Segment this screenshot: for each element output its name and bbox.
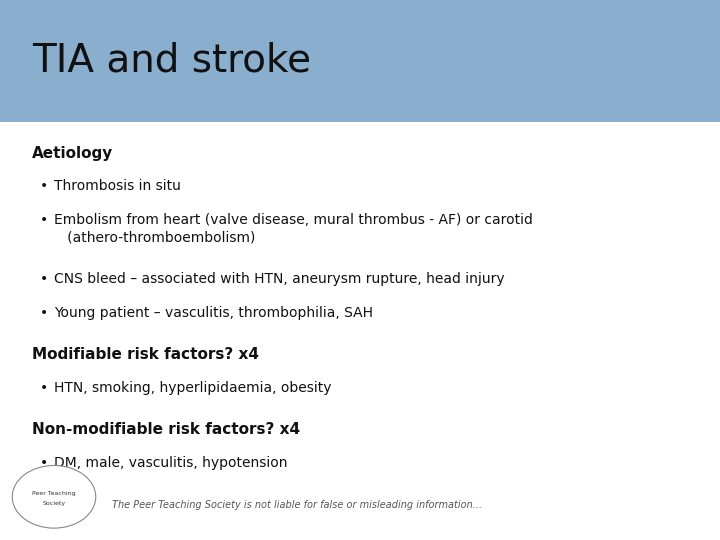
Text: •: •	[40, 179, 48, 193]
Text: •: •	[40, 381, 48, 395]
Text: The Peer Teaching Society is not liable for false or misleading information...: The Peer Teaching Society is not liable …	[112, 500, 482, 510]
Text: Modifiable risk factors? x4: Modifiable risk factors? x4	[32, 347, 259, 362]
Text: Thrombosis in situ: Thrombosis in situ	[54, 179, 181, 193]
Text: Young patient – vasculitis, thrombophilia, SAH: Young patient – vasculitis, thrombophili…	[54, 306, 373, 320]
Text: •: •	[40, 306, 48, 320]
Text: Embolism from heart (valve disease, mural thrombus - AF) or carotid
   (athero-t: Embolism from heart (valve disease, mura…	[54, 213, 533, 245]
Text: CNS bleed – associated with HTN, aneurysm rupture, head injury: CNS bleed – associated with HTN, aneurys…	[54, 272, 505, 286]
Text: DM, male, vasculitis, hypotension: DM, male, vasculitis, hypotension	[54, 456, 287, 470]
Text: Aetiology: Aetiology	[32, 146, 114, 161]
Text: TIA and stroke: TIA and stroke	[32, 42, 312, 80]
Text: •: •	[40, 456, 48, 470]
Text: Non-modifiable risk factors? x4: Non-modifiable risk factors? x4	[32, 422, 300, 437]
Circle shape	[12, 465, 96, 528]
Text: •: •	[40, 272, 48, 286]
Text: •: •	[40, 213, 48, 227]
Text: Society: Society	[42, 501, 66, 507]
FancyBboxPatch shape	[0, 0, 720, 122]
Text: HTN, smoking, hyperlipidaemia, obesity: HTN, smoking, hyperlipidaemia, obesity	[54, 381, 331, 395]
Text: Peer Teaching: Peer Teaching	[32, 490, 76, 496]
